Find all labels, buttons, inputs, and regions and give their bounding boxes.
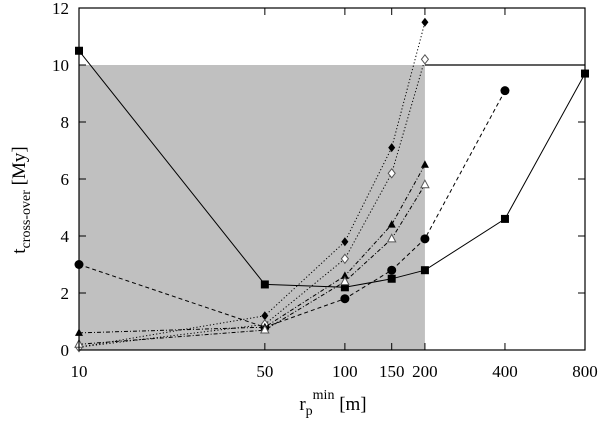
y-axis-title-sub: cross-over [19, 190, 34, 249]
x-axis-title-unit: [m] [334, 394, 366, 415]
y-tick-label: 10 [52, 56, 69, 75]
series-triangle-open [74, 179, 430, 348]
x-tick-label: 200 [412, 362, 438, 381]
data-point [260, 324, 270, 334]
data-point [420, 179, 430, 189]
y-axis-title-unit: [My] [9, 146, 30, 190]
x-axis-title-sup: min [313, 388, 335, 403]
data-point [420, 53, 430, 65]
data-point [387, 274, 396, 283]
data-point [386, 233, 397, 243]
data-point [500, 86, 510, 96]
y-tick-label: 8 [61, 113, 70, 132]
x-tick-label: 50 [256, 362, 273, 381]
y-axis-title: tcross-over [My] [9, 146, 34, 253]
data-point [261, 311, 269, 321]
data-point [340, 271, 349, 279]
data-point [340, 253, 350, 265]
series-line [78, 22, 426, 348]
x-axis-title-main: r [299, 394, 306, 415]
x-tick-label: 10 [71, 362, 88, 381]
data-point [340, 294, 350, 304]
data-point [500, 214, 509, 223]
data-point [420, 160, 429, 168]
data-point [387, 265, 397, 275]
data-point [260, 280, 269, 289]
x-tick-label: 400 [492, 362, 518, 381]
data-point [421, 17, 429, 27]
x-tick-label: 800 [572, 362, 598, 381]
data-point [387, 220, 396, 228]
shaded-region [79, 65, 425, 350]
data-point [388, 143, 396, 153]
y-axis-title-main: t [9, 248, 30, 254]
x-tick-label: 150 [379, 362, 405, 381]
series-layer [74, 17, 589, 353]
series-line [78, 90, 506, 328]
tick-labels: 10 50 100 150 200 400 800 0 2 4 6 8 10 12 [52, 0, 598, 381]
series-circle [74, 86, 510, 332]
data-point [341, 237, 349, 247]
x-axis-title: rpmin [m] [299, 388, 366, 419]
data-point [420, 234, 430, 244]
y-tick-label: 12 [52, 0, 69, 18]
y-tick-label: 4 [61, 227, 70, 246]
y-tick-label: 2 [61, 284, 70, 303]
y-tick-label: 6 [61, 170, 70, 189]
data-point [387, 167, 396, 179]
y-tick-label: 0 [61, 341, 70, 360]
data-point [340, 283, 349, 292]
data-point [420, 266, 429, 275]
x-axis-title-sub: p [306, 404, 313, 419]
data-point [340, 276, 350, 286]
x-tick-label: 100 [332, 362, 358, 381]
ticks-layer [78, 7, 586, 351]
